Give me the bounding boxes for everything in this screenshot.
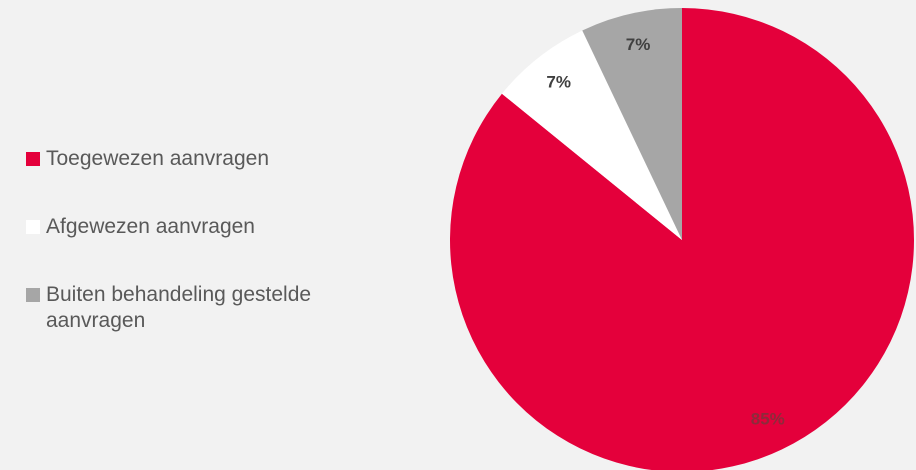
legend-item: Buiten behandeling gestelde aanvragen [26, 282, 386, 334]
legend-swatch [26, 220, 40, 234]
legend-label: Buiten behandeling gestelde aanvragen [46, 283, 312, 332]
pie-slice [582, 7, 682, 240]
legend: Toegewezen aanvragen Afgewezen aanvragen B… [26, 146, 386, 376]
data-label: 85% [751, 410, 785, 429]
pie-slice [450, 8, 914, 470]
legend-item: Afgewezen aanvragen [26, 214, 386, 240]
data-label: 7% [546, 73, 571, 92]
legend-item: Toegewezen aanvragen [26, 146, 386, 172]
pie-slice [501, 30, 682, 241]
legend-swatch [26, 152, 40, 166]
legend-swatch [26, 288, 40, 302]
data-label: 7% [626, 35, 651, 54]
legend-label: Afgewezen aanvragen [46, 215, 255, 238]
legend-label: Toegewezen aanvragen [46, 147, 270, 170]
